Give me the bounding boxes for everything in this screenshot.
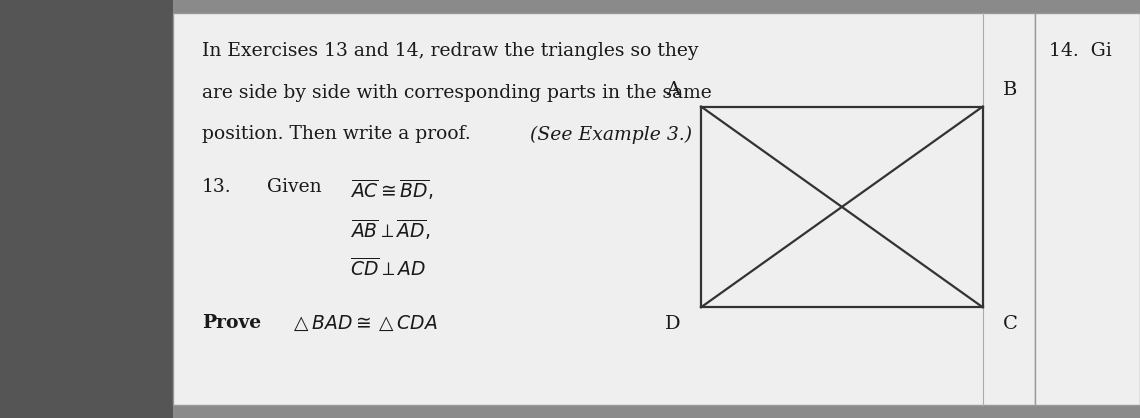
- Text: $\overline{CD} \perp AD$: $\overline{CD} \perp AD$: [350, 257, 426, 280]
- Text: C: C: [1003, 315, 1018, 333]
- Text: are side by side with corresponding parts in the same: are side by side with corresponding part…: [202, 84, 711, 102]
- Text: $\overline{AB} \perp \overline{AD},$: $\overline{AB} \perp \overline{AD},$: [350, 217, 431, 242]
- FancyBboxPatch shape: [173, 13, 1035, 405]
- Text: position. Then write a proof.: position. Then write a proof.: [202, 125, 471, 143]
- FancyBboxPatch shape: [0, 0, 173, 418]
- Text: $\overline{AC} \cong \overline{BD},$: $\overline{AC} \cong \overline{BD},$: [350, 178, 433, 202]
- Text: B: B: [1003, 81, 1018, 99]
- FancyBboxPatch shape: [1035, 13, 1140, 405]
- Text: D: D: [665, 315, 681, 333]
- Text: 14.  Gi: 14. Gi: [1049, 42, 1112, 60]
- Text: A: A: [667, 81, 681, 99]
- Text: $\triangle BAD \cong \triangle CDA$: $\triangle BAD \cong \triangle CDA$: [290, 314, 438, 333]
- Text: In Exercises 13 and 14, redraw the triangles so they: In Exercises 13 and 14, redraw the trian…: [202, 42, 699, 60]
- Text: Prove: Prove: [202, 314, 261, 331]
- Text: Given: Given: [267, 178, 321, 196]
- Text: 13.: 13.: [202, 178, 231, 196]
- Text: (See Example 3.): (See Example 3.): [524, 125, 692, 144]
